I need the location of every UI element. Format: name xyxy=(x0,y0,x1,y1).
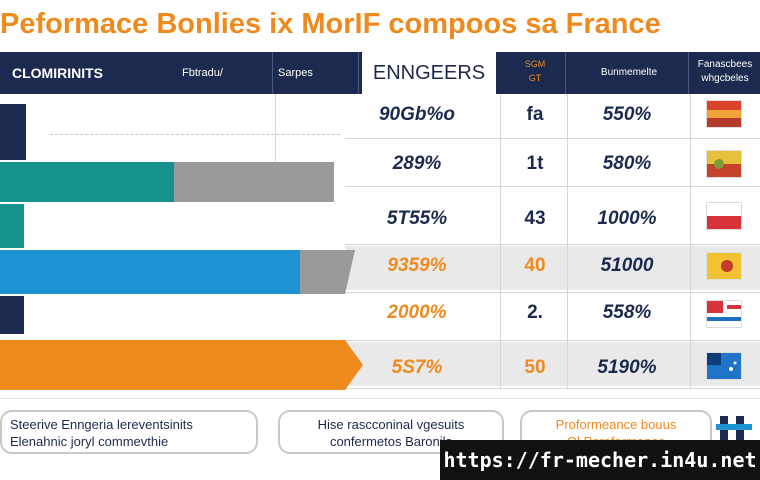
row3-pct: 5T55% xyxy=(386,208,448,229)
row5-mid: 2. xyxy=(527,302,543,323)
grid-line xyxy=(500,94,501,390)
row1-mid: fa xyxy=(526,104,544,125)
row2-mid: 1t xyxy=(526,153,544,174)
source-url[interactable]: https://fr-mecher.in4u.net xyxy=(440,440,760,480)
bar-4 xyxy=(0,250,300,294)
france-logo-icon xyxy=(716,416,752,440)
header-col7-line2: whgcbeles xyxy=(701,73,749,84)
footer-divider xyxy=(0,398,760,399)
row6-pct: 5S7% xyxy=(391,357,443,378)
bar-2 xyxy=(0,162,174,202)
header-col7-line1: Fanascbees xyxy=(697,59,753,70)
row3-val: 1000% xyxy=(597,208,657,229)
header-col3: Sarpes xyxy=(278,67,313,79)
row3-mid: 43 xyxy=(524,208,546,229)
row5-pct: 2000% xyxy=(387,302,447,323)
flag-icon xyxy=(706,202,742,230)
footer-box-2-line1: Hise rascconinal vgesuits xyxy=(317,417,465,432)
bar-4-secondary xyxy=(300,250,355,294)
bar-2-secondary xyxy=(174,162,334,202)
chart-title: Peformace Bonlies ix MorIF compoos sa Fr… xyxy=(0,8,661,40)
bar-6 xyxy=(0,340,363,390)
header-divider xyxy=(358,52,359,94)
header-col1: CLOMIRINITS xyxy=(12,65,103,81)
row6-mid: 50 xyxy=(524,357,546,378)
header-col2: Fbtradu/ xyxy=(182,67,223,79)
row1-pct: 90Gb%o xyxy=(378,104,456,125)
footer-box-1-line1: Steerive Enngeria lereventsinits xyxy=(10,417,193,432)
footer-box-1: Steerive Enngeria lereventsinits Elenahn… xyxy=(0,410,258,454)
row5-val: 558% xyxy=(602,302,652,323)
footer-box-3-line1: Proformeance bouus xyxy=(555,417,677,432)
flag-icon xyxy=(706,300,742,328)
grid-line xyxy=(567,94,568,390)
flag-icon xyxy=(706,150,742,178)
grid-line xyxy=(345,388,760,389)
grid-line xyxy=(690,94,691,390)
row4-val: 51000 xyxy=(600,255,654,276)
grid-line xyxy=(345,340,760,341)
header-col4: ENNGEERS xyxy=(362,52,496,94)
footer-box-2-line2: confermetos Baronils xyxy=(329,434,453,449)
grid-line xyxy=(345,292,760,293)
row4-mid: 40 xyxy=(524,255,546,276)
bar-1 xyxy=(0,104,26,160)
flag-icon xyxy=(706,100,742,128)
grid-line xyxy=(345,244,760,245)
header-col5-line2: GT xyxy=(528,73,542,83)
bar-3 xyxy=(0,204,24,248)
dashed-guide xyxy=(50,134,340,135)
header-divider xyxy=(688,52,689,94)
bar-5 xyxy=(0,296,24,334)
header-col6: Bunmemelte xyxy=(600,67,658,78)
row4-pct: 9359% xyxy=(387,255,447,276)
row2-pct: 289% xyxy=(392,153,442,174)
flag-icon xyxy=(706,352,742,380)
row6-val: 5190% xyxy=(597,357,657,378)
footer-box-1-line2: Elenahnic joryl commevthie xyxy=(10,434,169,449)
grid-line xyxy=(345,186,760,187)
header-divider xyxy=(272,52,273,94)
grid-line xyxy=(275,94,276,190)
grid-line xyxy=(345,138,760,139)
flag-icon xyxy=(706,252,742,280)
header-divider xyxy=(565,52,566,94)
row1-val: 550% xyxy=(602,104,652,125)
row2-val: 580% xyxy=(602,153,652,174)
header-col5-line1: SGM xyxy=(524,59,546,69)
